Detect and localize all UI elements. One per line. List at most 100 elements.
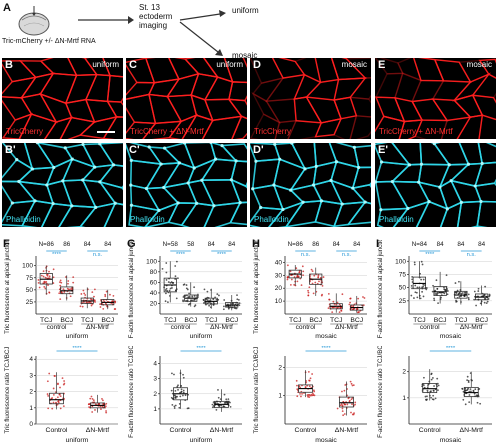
micrograph-stain-label: Phalloidin xyxy=(130,215,165,224)
outcome-uniform: uniform xyxy=(232,6,259,15)
data-point xyxy=(352,304,355,307)
data-point xyxy=(327,292,330,295)
micrograph-e-prime: E' Phalloidin xyxy=(375,143,496,227)
condition-label: mosaic xyxy=(440,333,462,340)
data-point xyxy=(420,260,423,263)
data-point xyxy=(180,388,183,391)
data-point xyxy=(90,395,93,398)
y-tick-label: 3 xyxy=(153,376,157,383)
data-point xyxy=(217,389,219,391)
data-point xyxy=(335,303,338,306)
data-point xyxy=(416,286,419,289)
data-point xyxy=(349,297,352,300)
data-point xyxy=(444,289,447,291)
n-label: 84 xyxy=(478,241,486,248)
data-point xyxy=(230,302,232,305)
group-label: control xyxy=(420,324,440,331)
data-point xyxy=(173,405,176,408)
plot-g-bottom: F-actin fluorescence ratio TCJ/BCJ 1 2 3 4 Co… xyxy=(128,346,242,444)
condition-label: uniform xyxy=(66,437,89,444)
n-label: 84 xyxy=(457,241,465,248)
group-label: control xyxy=(296,324,316,331)
y-tick-label: 100 xyxy=(146,258,157,265)
data-point xyxy=(309,394,312,397)
significance-label: n.s. xyxy=(301,252,311,258)
data-point xyxy=(191,299,194,302)
data-point xyxy=(473,298,476,301)
injection-label: Tric-mCherry +/- ΔN-Mrtf RNA xyxy=(2,38,96,45)
y-tick-label: 25 xyxy=(26,299,34,306)
y-axis-label: F-actin fluorescence ratio TCJ/BCJ xyxy=(128,346,135,438)
data-point xyxy=(312,392,314,395)
data-point xyxy=(311,270,314,273)
significance-label: **** xyxy=(52,252,62,258)
data-point xyxy=(53,375,56,377)
group-label: ΔN-Mrtf xyxy=(210,324,233,331)
box xyxy=(412,276,427,290)
x-tick-label: BCJ xyxy=(434,317,447,324)
y-axis-label: F-actin fluorescence ratio TCJ/BCJ xyxy=(377,346,384,438)
data-point xyxy=(362,296,364,298)
data-point xyxy=(237,298,240,301)
micrograph-stain-label: TricCherry xyxy=(6,127,44,136)
data-point xyxy=(477,290,480,292)
data-point xyxy=(44,276,47,279)
data-point xyxy=(164,289,167,291)
condition-label: mosaic xyxy=(440,437,462,444)
data-point xyxy=(109,293,111,296)
data-point xyxy=(211,406,214,409)
data-point xyxy=(413,261,416,264)
data-point xyxy=(332,300,335,303)
data-point xyxy=(432,398,435,401)
box xyxy=(433,286,447,296)
panel-letter-g: G xyxy=(127,238,136,250)
data-point xyxy=(176,385,179,388)
y-tick-label: 50 xyxy=(26,287,34,294)
box xyxy=(454,290,468,299)
data-point xyxy=(321,285,324,287)
data-point xyxy=(46,380,49,383)
data-point xyxy=(344,384,347,386)
y-tick-label: 1 xyxy=(153,406,157,413)
data-point xyxy=(308,396,311,398)
n-label: 84 xyxy=(437,241,445,248)
n-label: 86 xyxy=(63,241,71,248)
data-point xyxy=(100,408,102,410)
data-point xyxy=(363,297,366,299)
data-point xyxy=(82,289,85,292)
data-point xyxy=(178,406,181,409)
data-point xyxy=(202,298,205,301)
data-point xyxy=(328,298,331,301)
data-point xyxy=(308,379,311,382)
data-point xyxy=(43,282,46,285)
data-point xyxy=(350,382,353,385)
significance-label: **** xyxy=(446,346,456,352)
data-point xyxy=(175,260,178,263)
significance-label: **** xyxy=(196,346,206,352)
data-point xyxy=(177,388,179,391)
micrograph-stain-label: TricCherry xyxy=(254,127,292,136)
data-point xyxy=(190,299,192,302)
data-point xyxy=(469,388,472,391)
data-point xyxy=(473,290,476,293)
micrograph-letter: D' xyxy=(253,144,264,156)
plot-f-bottom: Tric fluorescence ratio TCJ/BCJ 0 1 2 3 4 Cont… xyxy=(4,346,118,444)
schematic-arrow-right xyxy=(78,16,134,24)
micrograph-b-prime: B' Phalloidin xyxy=(2,143,123,227)
data-point xyxy=(286,276,289,279)
data-point xyxy=(414,291,417,294)
data-point xyxy=(50,397,53,400)
data-point xyxy=(344,403,346,406)
data-point xyxy=(51,407,54,410)
data-point xyxy=(212,303,215,306)
data-point xyxy=(236,294,238,296)
x-tick-label: TCJ xyxy=(40,317,52,324)
imaging-label: imaging xyxy=(139,21,168,30)
data-point xyxy=(52,401,55,404)
data-point xyxy=(426,395,428,398)
data-point xyxy=(461,388,464,390)
data-point xyxy=(62,405,65,408)
data-point xyxy=(436,292,439,295)
data-point xyxy=(215,408,218,411)
data-point xyxy=(188,292,190,295)
